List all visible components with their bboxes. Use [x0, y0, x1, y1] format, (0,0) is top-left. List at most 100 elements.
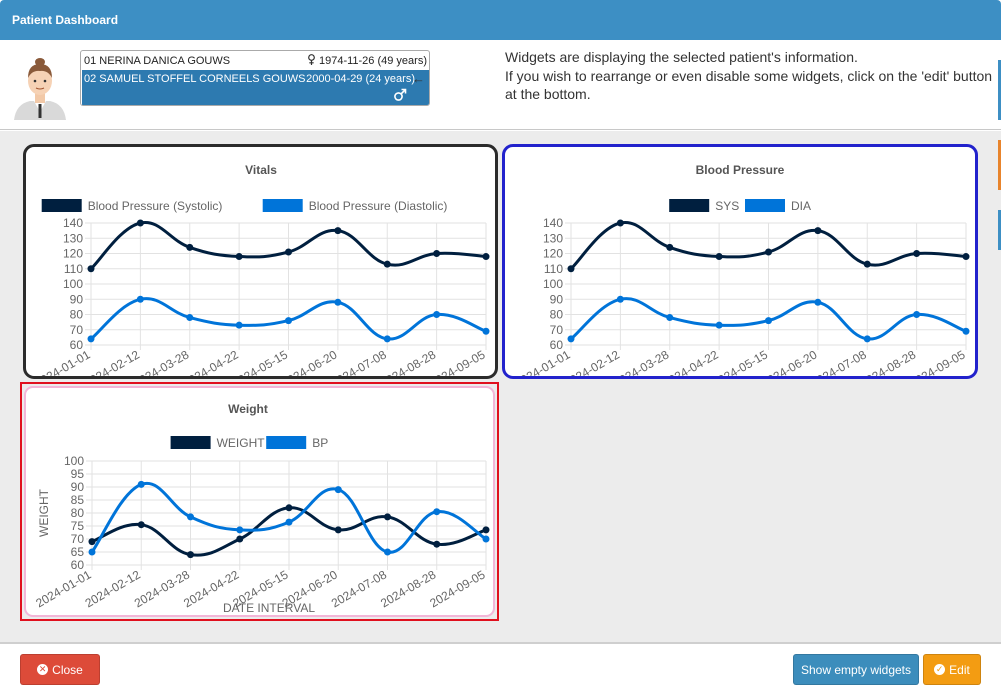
y-axis-title: WEIGHT — [37, 488, 51, 537]
blood-pressure-widget[interactable]: Blood Pressure SYS DIA 60 70 80 90 100 110 120 130… — [502, 144, 978, 379]
info-line-1: Widgets are displaying the selected pati… — [505, 49, 858, 65]
x-tick-label: 2024-03-28 — [131, 347, 191, 376]
patient-name: 01 NERINA DANICA GOUWS — [84, 55, 231, 67]
patient-dob: 1974-11-26 (49 years) — [318, 55, 427, 67]
weight-widget[interactable]: Weight WEIGHT BP 60 65 70 75 80 85 90 95 100 2024-01… — [24, 386, 495, 617]
y-tick-label: 90 — [550, 292, 564, 306]
data-point — [913, 250, 921, 257]
data-point — [87, 335, 95, 343]
data-point — [383, 260, 391, 268]
x-tick-label: 2024-07-08 — [329, 347, 389, 376]
x-tick-label: 2024-03-28 — [611, 347, 671, 376]
patient-selector[interactable]: 01 NERINA DANICA GOUWS 1974-11-26 (49 ye… — [80, 50, 430, 106]
data-point — [765, 248, 772, 256]
data-point — [285, 317, 292, 325]
close-button-label: Close — [52, 663, 83, 677]
data-point — [186, 314, 194, 322]
legend-label: SYS — [715, 199, 739, 213]
legend-label: BP — [312, 436, 328, 450]
x-tick-label: 2024-05-15 — [710, 347, 770, 376]
legend-swatch — [262, 199, 303, 212]
x-tick-label: 2024-09-05 — [907, 347, 967, 376]
footer-bar: ✕ Close Show empty widgets ✓ Edit — [0, 642, 1001, 695]
legend-label: Blood Pressure (Systolic) — [88, 199, 223, 213]
data-point — [137, 480, 145, 488]
legend-swatch — [170, 436, 211, 449]
y-tick-label: 60 — [71, 558, 85, 572]
data-point — [962, 327, 970, 335]
y-tick-label: 100 — [543, 277, 563, 291]
legend-swatch — [745, 199, 785, 212]
data-point — [567, 335, 575, 343]
close-button[interactable]: ✕ Close — [20, 654, 100, 685]
x-tick-label: 2024-02-12 — [562, 347, 622, 376]
x-axis-title: DATE INTERVAL — [223, 601, 315, 615]
y-tick-label: 120 — [63, 247, 83, 261]
y-tick-label: 60 — [550, 338, 564, 352]
data-point — [334, 227, 342, 235]
data-point — [666, 243, 674, 251]
data-point — [863, 335, 871, 343]
y-tick-label: 80 — [71, 506, 85, 520]
data-point — [666, 314, 674, 322]
data-point — [235, 321, 243, 329]
x-tick-label: 2024-09-05 — [427, 567, 487, 610]
female-icon — [308, 54, 315, 65]
data-point — [482, 526, 490, 534]
title-bar: Patient Dashboard — [0, 0, 1001, 40]
data-point — [383, 335, 391, 343]
y-tick-label: 95 — [71, 467, 85, 481]
vitals-widget[interactable]: Vitals Blood Pressure (Systolic) Blood Pre… — [23, 144, 498, 379]
data-point — [482, 253, 490, 261]
patient-row-1[interactable]: 01 NERINA DANICA GOUWS 1974-11-26 (49 ye… — [82, 52, 429, 70]
data-point — [236, 526, 244, 534]
data-point — [187, 513, 194, 521]
data-point — [285, 504, 293, 512]
y-tick-label: 110 — [64, 262, 83, 276]
scroll-edge — [998, 60, 1001, 250]
data-point — [137, 521, 145, 529]
vitals-chart: Vitals Blood Pressure (Systolic) Blood Pre… — [32, 163, 490, 376]
y-tick-label: 90 — [71, 480, 85, 494]
x-tick-label: 2024-08-28 — [378, 567, 438, 610]
weight-widget-selection[interactable]: Weight WEIGHT BP 60 65 70 75 80 85 90 95 100 2024-01… — [20, 382, 499, 621]
y-tick-label: 140 — [543, 216, 563, 230]
x-tick-label: 2024-02-12 — [83, 567, 143, 610]
y-tick-label: 75 — [71, 519, 85, 533]
x-tick-label: 2024-05-15 — [230, 347, 290, 376]
x-tick-label: 2024-03-28 — [132, 567, 192, 610]
chart-title: Weight — [228, 402, 268, 416]
edit-button[interactable]: ✓ Edit — [923, 654, 981, 685]
data-point — [482, 327, 490, 335]
data-point — [814, 298, 822, 306]
x-tick-label: 2024-06-20 — [759, 347, 819, 376]
x-tick-label: 2024-09-05 — [427, 347, 487, 376]
patient-name: 02 SAMUEL STOFFEL CORNEELS GOUWS — [84, 73, 306, 85]
patient-avatar — [8, 54, 72, 120]
show-empty-widgets-button[interactable]: Show empty widgets — [793, 654, 919, 685]
x-tick-label: 2024-04-22 — [660, 347, 720, 376]
data-point — [567, 265, 575, 273]
male-icon — [394, 88, 407, 101]
y-tick-label: 140 — [63, 216, 83, 230]
arrow-left-icon: ← — [412, 71, 425, 86]
legend-label: WEIGHT — [217, 436, 266, 450]
data-point — [334, 526, 342, 534]
data-point — [433, 311, 441, 318]
data-point — [334, 298, 342, 306]
data-point — [187, 551, 194, 559]
y-tick-label: 100 — [63, 277, 83, 291]
data-point — [136, 219, 144, 227]
check-icon: ✓ — [934, 664, 946, 676]
widget-area: Vitals Blood Pressure (Systolic) Blood Pre… — [0, 131, 1001, 642]
close-icon: ✕ — [37, 664, 49, 676]
info-line-2: If you wish to rearrange or even disable… — [505, 67, 993, 103]
data-point — [962, 253, 970, 261]
data-point — [715, 321, 723, 329]
data-point — [616, 295, 624, 303]
patient-row-2-selected[interactable]: 02 SAMUEL STOFFEL CORNEELS GOUWS 2000-04… — [82, 70, 429, 105]
x-tick-label: 2024-01-01 — [512, 347, 572, 376]
data-point — [384, 548, 391, 556]
y-tick-label: 65 — [71, 545, 85, 559]
